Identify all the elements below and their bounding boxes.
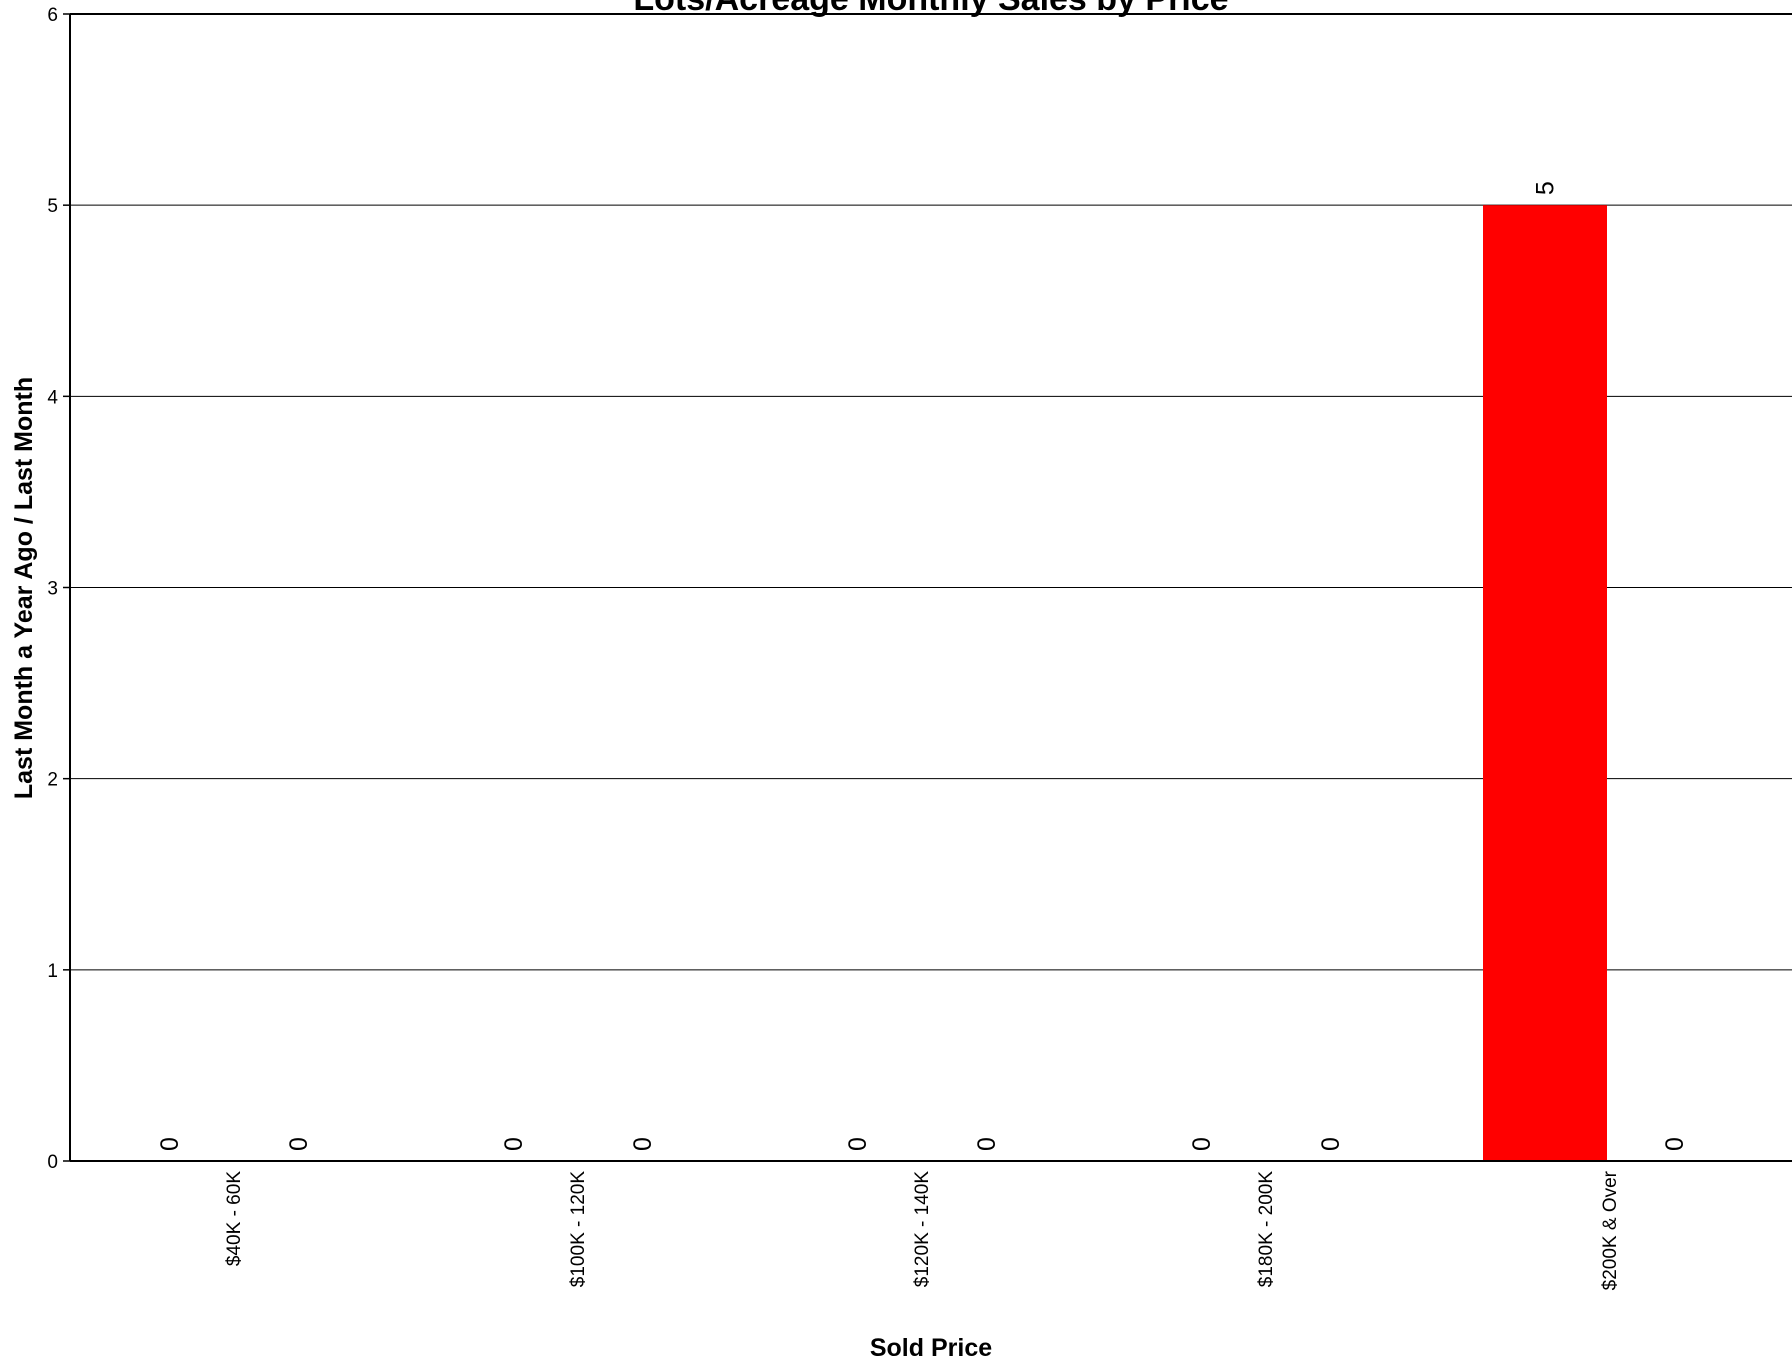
y-tick-label: 4 [47, 387, 58, 408]
x-axis-title: Sold Price [870, 1334, 992, 1362]
data-label: 5 [1532, 181, 1560, 195]
data-label: 0 [156, 1137, 184, 1151]
x-tick-label: $120K - 140K [912, 1171, 933, 1288]
y-tick-label: 1 [47, 961, 58, 982]
data-label: 0 [500, 1137, 528, 1151]
data-label: 0 [1317, 1137, 1345, 1151]
x-tick-label: $200K & Over [1600, 1170, 1621, 1290]
chart-title: Lots/Acreage Monthly Sales by Price [633, 0, 1228, 18]
x-tick-labels: $40K - 60K $100K - 120K $120K - 140K $180K … [224, 1170, 1621, 1290]
x-tick-label: $100K - 120K [568, 1171, 589, 1288]
bar-4-0 [1483, 205, 1607, 1161]
y-tick-label: 3 [47, 579, 58, 600]
y-tick-label: 5 [47, 196, 58, 217]
data-label: 0 [1661, 1137, 1689, 1151]
data-label: 0 [1188, 1137, 1216, 1151]
data-label: 0 [844, 1137, 872, 1151]
y-tick-labels: 0 1 2 3 4 5 6 [47, 5, 70, 1173]
y-axis-title: Last Month a Year Ago / Last Month [10, 377, 38, 799]
bars [1483, 205, 1607, 1161]
data-label: 0 [973, 1137, 1001, 1151]
y-tick-label: 2 [47, 770, 58, 791]
data-label: 0 [285, 1137, 313, 1151]
data-label: 0 [629, 1137, 657, 1151]
x-tick-label: $40K - 60K [224, 1171, 245, 1266]
x-tick-label: $180K - 200K [1256, 1171, 1277, 1288]
y-tick-label: 0 [47, 1152, 58, 1173]
data-labels: 0 0 0 0 0 0 0 0 5 0 [156, 181, 1689, 1151]
y-tick-label: 6 [47, 5, 58, 26]
